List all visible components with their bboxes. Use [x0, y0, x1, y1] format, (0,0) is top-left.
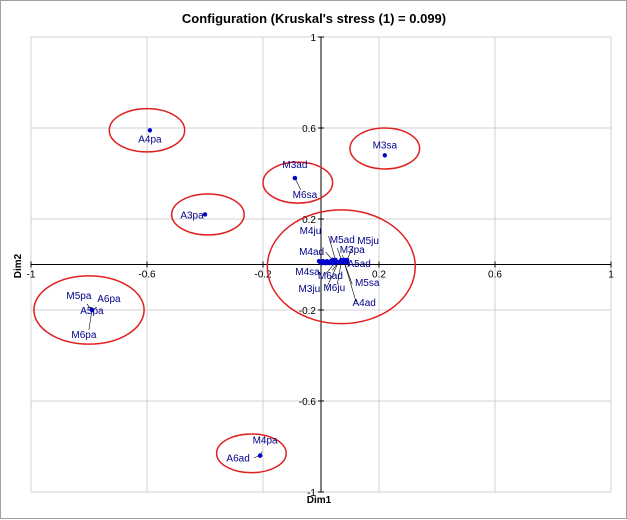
y-tick-label: 0.6: [302, 124, 316, 135]
data-point: [292, 175, 298, 181]
label-leader: [343, 262, 357, 303]
cluster-ellipse: [266, 209, 416, 325]
chart-title: Configuration (Kruskal's stress (1) = 0.…: [182, 11, 446, 26]
cluster-ellipse: [170, 193, 245, 236]
data-point: [342, 260, 347, 265]
label-leader: [326, 262, 339, 289]
x-tick-label: -0.6: [138, 270, 156, 281]
point-label: M3ju: [299, 284, 321, 295]
point-label: M6ju: [323, 283, 345, 294]
point-label: M4ad: [299, 247, 324, 258]
tick-labels: -1 -0.6 -0.2 0.2 0.6 1 1 0.6 0.2 -0.2 -0.6 -1: [27, 33, 615, 499]
point-label: M6pa: [71, 330, 96, 341]
y-tick-label: 1: [310, 33, 316, 44]
data-point: [202, 212, 208, 217]
y-tick-label: -0.6: [299, 397, 317, 408]
x-tick-label: 0.2: [372, 270, 386, 281]
point-label: M4pa: [253, 436, 278, 447]
cluster-ellipse: [108, 107, 186, 153]
point-label: A5ad: [347, 259, 370, 270]
x-tick-label: 1: [608, 270, 614, 281]
point-label: M3ad: [282, 160, 307, 171]
point-label: M5pa: [66, 291, 91, 302]
y-tick-label: -0.2: [299, 306, 317, 317]
label-leader: [88, 309, 93, 331]
x-tick-label: 0.6: [488, 270, 502, 281]
label-leader: [337, 262, 342, 285]
label-leader: [328, 235, 336, 261]
cluster-ellipse: [33, 275, 145, 345]
y-tick-label: 0.2: [302, 215, 316, 226]
data-point: [333, 260, 339, 265]
cluster-ellipse: [349, 127, 421, 170]
label-leader: [294, 177, 302, 191]
data-point: [382, 153, 387, 158]
point-labels: A4pa M3sa M3ad M6sa A3pa M4ju M5ad M5ju M4ad M3pa…: [66, 134, 397, 464]
label-leader: [346, 245, 354, 261]
point-label: M6ad: [318, 271, 343, 282]
point-label: A4pa: [138, 134, 162, 145]
point-label: M4ju: [300, 226, 322, 237]
x-tick-label: -0.2: [254, 270, 272, 281]
point-label: A3pa: [180, 210, 204, 221]
point-label: A6pa: [97, 294, 121, 305]
x-axis-title: Dim1: [307, 495, 332, 506]
cluster-ellipse: [215, 433, 287, 474]
data-point: [147, 128, 153, 133]
cluster-ellipse: [262, 161, 334, 204]
data-point: [89, 307, 95, 313]
point-label: M3pa: [340, 245, 365, 256]
y-tick-label: -1: [307, 488, 316, 499]
data-point: [257, 453, 263, 458]
data-points: [89, 128, 387, 458]
x-tick-label: -1: [27, 270, 36, 281]
point-label: M5ju: [357, 236, 379, 247]
point-label: M5ad: [330, 235, 355, 246]
point-label: M6sa: [293, 190, 318, 201]
point-label: A6ad: [226, 454, 249, 465]
y-axis-title: Dim2: [13, 253, 24, 278]
point-label: A4ad: [353, 298, 376, 309]
point-label: A5pa: [80, 306, 104, 317]
point-label: M3sa: [373, 140, 398, 151]
point-label: M5sa: [355, 278, 380, 289]
cluster-ellipses: [33, 107, 421, 474]
point-label: M4sa: [295, 267, 320, 278]
